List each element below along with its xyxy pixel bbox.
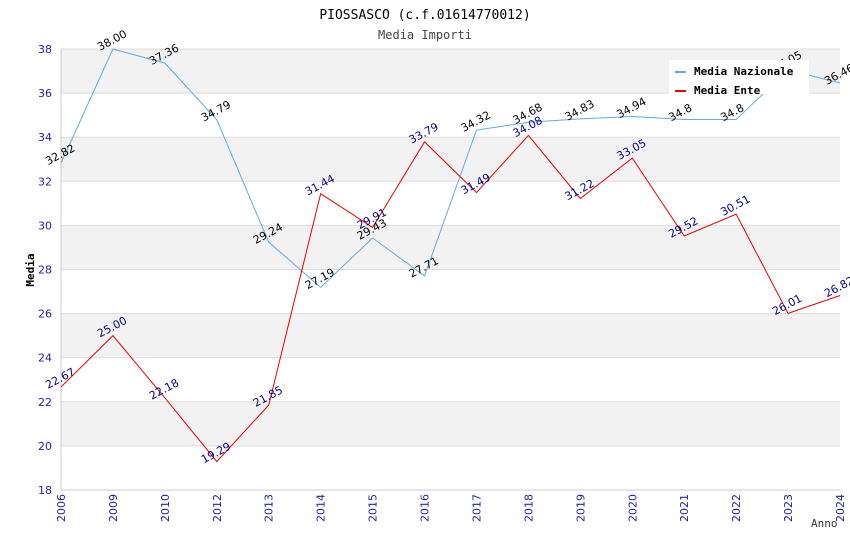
background-band (61, 137, 840, 182)
y-tick-label: 28 (38, 264, 52, 277)
series-line-media-nazionale (60, 48, 841, 289)
data-label-media-ente: 22.18 (147, 376, 181, 402)
x-tick-label: 2015 (367, 494, 380, 522)
chart-title: PIOSSASCO (c.f.01614770012) (319, 8, 530, 23)
y-tick-label: 20 (38, 440, 52, 453)
x-tick-label: 2020 (626, 494, 639, 522)
y-axis-ticks: 18 20 22 24 26 28 30 32 34 36 38 (38, 43, 52, 497)
data-label-media-nazionale: 34.8 (667, 101, 695, 124)
data-label-media-ente: 22.67 (43, 365, 77, 391)
data-label-media-nazionale: 34.83 (563, 97, 597, 123)
x-tick-label: 2009 (107, 494, 120, 522)
background-band (61, 225, 840, 270)
background-bands (61, 49, 840, 446)
legend-label-media-nazionale: Media Nazionale (694, 65, 794, 78)
background-band (61, 401, 840, 446)
x-tick-label: 2013 (263, 494, 276, 522)
legend-box (669, 60, 809, 94)
y-tick-label: 32 (38, 175, 52, 188)
y-tick-label: 34 (38, 131, 52, 144)
x-tick-label: 2017 (470, 494, 483, 522)
y-tick-label: 38 (38, 43, 52, 56)
series-lines (60, 48, 841, 463)
x-tick-label: 2016 (419, 494, 432, 522)
x-tick-label: 2010 (159, 494, 172, 522)
x-tick-label: 2018 (522, 494, 535, 522)
x-tick-label: 2021 (678, 494, 691, 522)
x-axis-label: Anno (811, 517, 838, 530)
x-tick-label: 2014 (315, 494, 328, 522)
x-tick-label: 2024 (834, 494, 847, 522)
legend: Media Nazionale Media Ente (669, 60, 809, 97)
series-line-media-ente (60, 134, 841, 463)
x-tick-label: 2012 (211, 494, 224, 522)
data-label-media-ente: 26.82 (822, 274, 850, 300)
chart-subtitle: Media Importi (378, 28, 472, 42)
background-band (61, 313, 840, 358)
y-tick-label: 24 (38, 352, 52, 365)
y-tick-label: 18 (38, 484, 52, 497)
data-label-media-nazionale: 34.8 (718, 101, 746, 124)
y-tick-label: 22 (38, 396, 52, 409)
y-tick-label: 26 (38, 308, 52, 321)
x-tick-label: 2022 (730, 494, 743, 522)
legend-label-media-ente: Media Ente (694, 84, 761, 97)
x-tick-label: 2006 (55, 494, 68, 522)
data-label-media-nazionale: 34.79 (199, 98, 233, 124)
y-tick-label: 30 (38, 219, 52, 232)
x-axis-ticks: 2006 2009 2010 2012 2013 2014 2015 2016 2017 2018… (55, 494, 847, 522)
y-tick-label: 36 (38, 87, 52, 100)
x-tick-label: 2019 (574, 494, 587, 522)
y-axis-label: Media (24, 253, 37, 286)
x-tick-label: 2023 (782, 494, 795, 522)
